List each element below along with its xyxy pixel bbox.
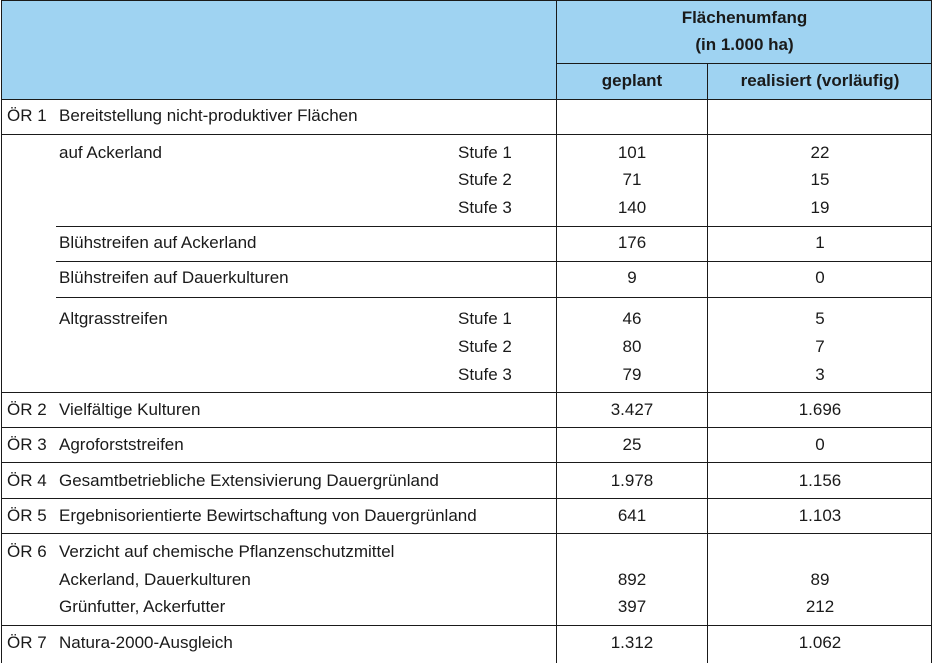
- cell-planned: 140: [617, 198, 647, 217]
- rule-header-bottom: [1, 99, 932, 100]
- header-group-subtitle: (in 1.000 ha): [695, 35, 794, 54]
- table-header: [1, 0, 932, 99]
- cell-planned: 101: [617, 143, 647, 162]
- rule: [56, 226, 932, 227]
- cell-planned: 176: [617, 233, 647, 252]
- row-label: Bereitstellung nicht-produktiver Flächen: [59, 106, 358, 125]
- rule-header-split: [557, 63, 932, 64]
- rule-col-planned: [556, 0, 557, 663]
- rule-col-realized: [707, 63, 708, 663]
- rule-right: [931, 0, 932, 663]
- rule: [56, 261, 932, 262]
- stufe-label: Stufe 2: [458, 170, 512, 189]
- cell-planned: 25: [622, 435, 642, 454]
- row-label: Altgrasstreifen: [59, 309, 168, 328]
- rule: [1, 462, 932, 463]
- cell-realized: 1.696: [798, 400, 842, 419]
- cell-realized: 1: [815, 233, 825, 252]
- cell-realized: 22: [810, 143, 830, 162]
- row-label: auf Ackerland: [59, 143, 163, 162]
- cell-realized: 3: [815, 365, 825, 384]
- row-code: ÖR 5: [7, 506, 47, 525]
- header-planned: geplant: [601, 71, 663, 90]
- stufe-label: Stufe 2: [458, 337, 512, 356]
- row-code: ÖR 1: [7, 106, 47, 125]
- header-group-title: Flächenumfang: [681, 8, 808, 27]
- cell-planned: 80: [622, 337, 642, 356]
- cell-realized: 19: [810, 198, 830, 217]
- rule: [1, 533, 932, 534]
- cell-realized: 1.156: [798, 471, 842, 490]
- cell-planned: 641: [617, 506, 647, 525]
- cell-realized: 89: [810, 570, 830, 589]
- cell-planned: 3.427: [610, 400, 654, 419]
- cell-planned: 892: [617, 570, 647, 589]
- row-label: Agroforststreifen: [59, 435, 184, 454]
- row-label: Gesamtbetriebliche Extensivierung Dauerg…: [59, 471, 439, 490]
- stufe-label: Stufe 3: [458, 365, 512, 384]
- rule: [56, 297, 932, 298]
- stufe-label: Stufe 3: [458, 198, 512, 217]
- row-code: ÖR 6: [7, 542, 47, 561]
- row-code: ÖR 3: [7, 435, 47, 454]
- row-label: Ergebnisorientierte Bewirtschaftung von …: [59, 506, 477, 525]
- row-label: Ackerland, Dauerkulturen: [59, 570, 251, 589]
- cell-planned: 46: [622, 309, 642, 328]
- stufe-label: Stufe 1: [458, 143, 512, 162]
- row-code: ÖR 2: [7, 400, 47, 419]
- row-label: Vielfältige Kulturen: [59, 400, 201, 419]
- rule-top: [1, 0, 932, 1]
- row-label: Blühstreifen auf Ackerland: [59, 233, 257, 252]
- stufe-label: Stufe 1: [458, 309, 512, 328]
- header-realized: realisiert (vorläufig): [740, 71, 900, 90]
- rule: [1, 498, 932, 499]
- row-code: ÖR 4: [7, 471, 47, 490]
- row-label: Verzicht auf chemische Pflanzenschutzmit…: [59, 542, 395, 561]
- cell-planned: 1.978: [610, 471, 654, 490]
- cell-planned: 397: [617, 597, 647, 616]
- cell-planned: 71: [622, 170, 642, 189]
- cell-realized: 212: [805, 597, 835, 616]
- cell-realized: 0: [815, 268, 825, 287]
- rule: [1, 427, 932, 428]
- rule: [1, 392, 932, 393]
- cell-planned: 1.312: [610, 633, 654, 652]
- row-label: Natura-2000-Ausgleich: [59, 633, 233, 652]
- cell-realized: 5: [815, 309, 825, 328]
- cell-realized: 7: [815, 337, 825, 356]
- rule: [1, 625, 932, 626]
- rule: [1, 134, 932, 135]
- row-code: ÖR 7: [7, 633, 47, 652]
- cell-realized: 0: [815, 435, 825, 454]
- row-label: Grünfutter, Ackerfutter: [59, 597, 226, 616]
- row-label: Blühstreifen auf Dauerkulturen: [59, 268, 289, 287]
- cell-realized: 1.103: [798, 506, 842, 525]
- cell-planned: 9: [627, 268, 637, 287]
- rule-left: [1, 0, 2, 663]
- cell-realized: 1.062: [798, 633, 842, 652]
- cell-planned: 79: [622, 365, 642, 384]
- cell-realized: 15: [810, 170, 830, 189]
